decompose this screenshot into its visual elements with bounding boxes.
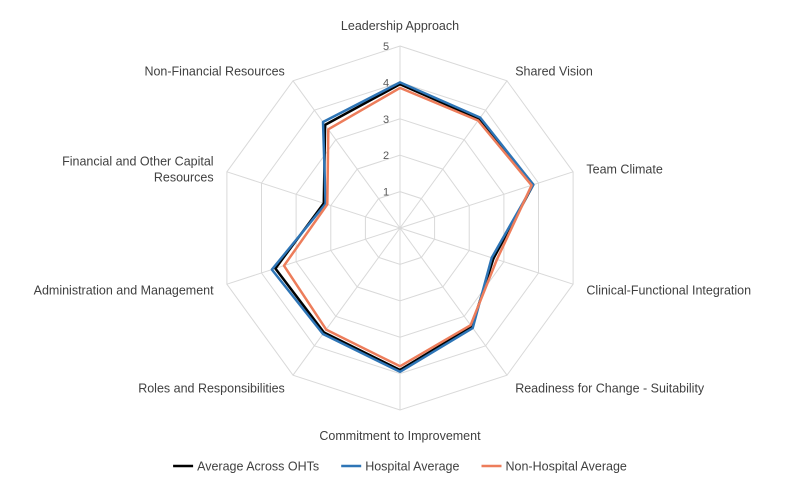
spoke-line [292, 80, 401, 229]
grid-ring [261, 81, 539, 375]
category-label: Financial and Other Capital Resources [62, 154, 213, 184]
tick-label: 5 [383, 41, 389, 53]
tick-label: 1 [383, 187, 389, 199]
grid-ring [330, 154, 470, 302]
legend-label: Hospital Average [365, 460, 459, 474]
spoke-line [399, 171, 574, 229]
category-label: Clinical-Functional Integration [586, 284, 751, 298]
spoke-line [399, 227, 574, 285]
category-label: Team Climate [586, 162, 662, 176]
spoke-line [292, 227, 401, 376]
category-label: Non-Financial Resources [144, 64, 284, 78]
category-label: Shared Vision [515, 64, 593, 78]
spoke-line [399, 227, 508, 376]
category-label: Administration and Management [34, 284, 214, 298]
legend-label: Average Across OHTs [197, 460, 319, 474]
series-layer [270, 81, 535, 374]
category-label-layer: Leadership Approach Shared Vision Team Cli… [34, 19, 751, 443]
category-label: Readiness for Change - Suitability [515, 382, 705, 396]
grid-ring [295, 118, 505, 338]
spoke-line [399, 80, 508, 229]
spoke-line [226, 227, 401, 285]
grid-ring [226, 45, 574, 411]
category-label: Commitment to Improvement [319, 429, 481, 443]
legend: Average Across OHTs Hospital Average Non-H… [173, 460, 627, 474]
category-label: Leadership Approach [341, 19, 459, 33]
grid-ring [364, 191, 436, 265]
legend-label: Non-Hospital Average [506, 460, 627, 474]
tick-label: 4 [383, 77, 389, 89]
series-line [282, 86, 533, 368]
tick-label: 2 [383, 150, 389, 162]
series-line [270, 81, 535, 374]
tick-label: 3 [383, 114, 389, 126]
tick-layer: 1 2 3 4 5 [383, 41, 389, 199]
category-label: Roles and Responsibilities [138, 382, 285, 396]
grid-layer [226, 45, 574, 411]
spoke-line [226, 171, 401, 229]
